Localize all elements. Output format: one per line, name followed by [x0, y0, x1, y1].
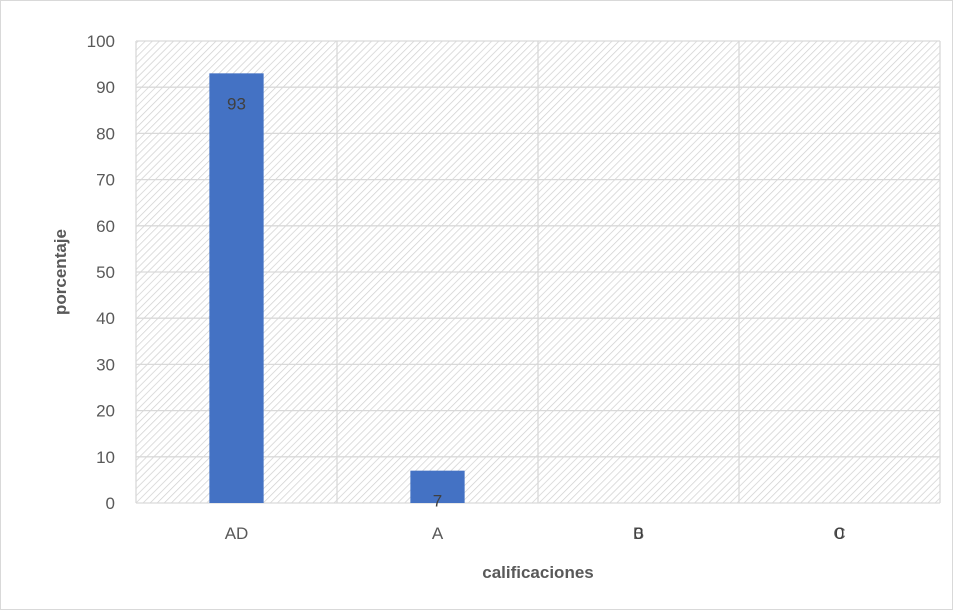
y-axis-title: porcentaje: [51, 229, 70, 315]
data-label: 93: [227, 94, 246, 113]
y-tick-label: 100: [87, 32, 115, 51]
bar-ad: [209, 73, 264, 503]
y-axis-ticks: 0 10 20 30 40 50 60 70 80 90 100: [87, 32, 115, 513]
y-tick-label: 70: [96, 171, 115, 190]
bar-a: [410, 470, 465, 503]
data-label: 0: [634, 524, 643, 543]
data-labels: 93 7 0 0: [227, 94, 844, 543]
x-tick-label: A: [432, 524, 444, 543]
y-tick-label: 20: [96, 402, 115, 421]
y-tick-label: 10: [96, 448, 115, 467]
y-tick-label: 40: [96, 309, 115, 328]
y-tick-label: 80: [96, 124, 115, 143]
y-tick-label: 90: [96, 78, 115, 97]
gridlines: [135, 40, 941, 504]
y-tick-label: 30: [96, 355, 115, 374]
x-tick-label: C: [833, 524, 845, 543]
y-tick-label: 50: [96, 263, 115, 282]
x-axis-ticks: AD A B C: [225, 524, 846, 543]
data-label: 0: [835, 524, 844, 543]
x-axis-title: calificaciones: [482, 563, 594, 582]
y-tick-label: 0: [106, 494, 115, 513]
x-tick-label: B: [633, 524, 644, 543]
x-tick-label: AD: [225, 524, 249, 543]
bars: [209, 73, 465, 503]
y-tick-label: 60: [96, 217, 115, 236]
data-label: 7: [433, 492, 442, 511]
